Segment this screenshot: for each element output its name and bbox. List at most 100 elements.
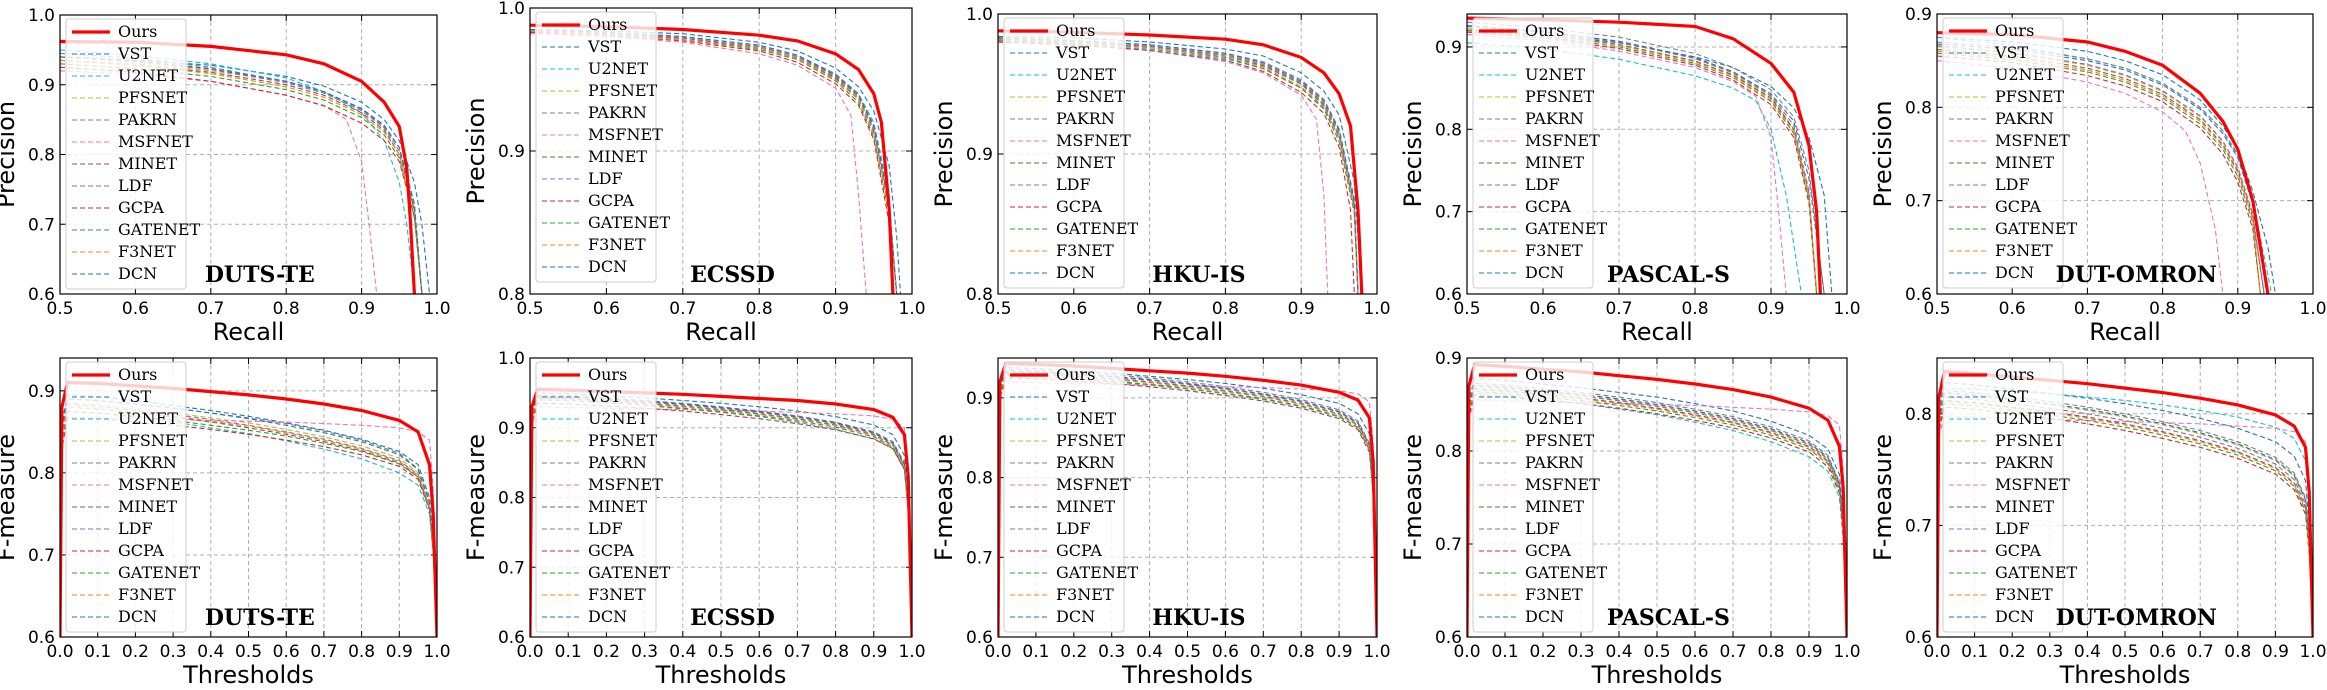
x-tick-label: 0.7 — [669, 299, 696, 319]
x-tick-label: 0.9 — [1288, 299, 1315, 319]
legend-label: GCPA — [1056, 197, 1102, 216]
y-tick-label: 0.8 — [1435, 120, 1462, 140]
chart-panel: 0.5 0.6 0.7 0.8 0.9 1.0 0.8 0.9 1.0 Ours VST U2NET P… — [462, 0, 926, 346]
dataset-label: DUT-OMRON — [2056, 605, 2217, 631]
legend-label: U2NET — [588, 59, 648, 78]
x-tick-label: 0.6 — [1212, 642, 1239, 662]
x-tick-label: 0.8 — [822, 642, 849, 662]
legend-label: PFSNET — [118, 431, 188, 450]
legend-label: VST — [117, 44, 152, 63]
x-tick-label: 1.0 — [423, 642, 450, 662]
legend-label: MINET — [1995, 153, 2054, 172]
x-tick-label: 0.3 — [160, 642, 187, 662]
x-tick-label: 0.4 — [1605, 642, 1632, 662]
y-tick-label: 0.7 — [1435, 203, 1462, 223]
legend-label: Ours — [118, 365, 157, 384]
legend-label: Ours — [588, 15, 627, 34]
x-tick-label: 0.5 — [2111, 642, 2138, 662]
y-tick-label: 0.9 — [966, 389, 993, 409]
legend-box — [65, 361, 187, 633]
legend-label: DCN — [1995, 263, 2034, 282]
x-axis-label: Recall — [1152, 318, 1224, 346]
x-tick-label: 0.6 — [273, 642, 300, 662]
x-axis-label: Recall — [685, 318, 757, 346]
legend-label: VST — [1524, 43, 1559, 62]
y-axis-label: Precision — [1869, 100, 1897, 207]
legend-label: PAKRN — [1056, 109, 1115, 128]
x-tick-label: 0.1 — [84, 642, 111, 662]
legend-label: MINET — [1056, 497, 1115, 516]
legend-label: PAKRN — [588, 103, 647, 122]
x-tick-label: 0.6 — [122, 299, 149, 319]
y-axis-label: F-measure — [462, 434, 490, 561]
x-tick-label: 0.5 — [984, 299, 1011, 319]
x-tick-label: 0.9 — [386, 642, 413, 662]
axes-frame — [997, 357, 1378, 638]
x-tick-label: 1.0 — [898, 299, 925, 319]
legend-label: MSFNET — [1525, 475, 1600, 494]
legend-label: PFSNET — [1056, 87, 1126, 106]
x-tick-label: 0.8 — [1212, 299, 1239, 319]
x-tick-label: 0.7 — [1250, 642, 1277, 662]
x-tick-label: 0.7 — [2074, 299, 2101, 319]
x-tick-label: 0.8 — [746, 299, 773, 319]
legend-box — [535, 11, 657, 283]
legend-label: PFSNET — [1056, 431, 1126, 450]
legend-box — [65, 18, 187, 290]
legend-label: F3NET — [1056, 241, 1114, 260]
legend-label: LDF — [118, 519, 153, 538]
legend-label: PAKRN — [118, 110, 177, 129]
x-tick-label: 0.6 — [1060, 299, 1087, 319]
legend-label: MINET — [1056, 153, 1115, 172]
x-tick-label: 0.2 — [1060, 642, 1087, 662]
x-tick-label: 0.4 — [669, 642, 696, 662]
y-axis-label: F-measure — [1399, 434, 1427, 561]
legend-label: LDF — [1995, 175, 2030, 194]
x-tick-label: 0.4 — [197, 642, 224, 662]
legend-label: GATENET — [588, 563, 670, 582]
legend-label: LDF — [1056, 519, 1091, 538]
legend-label: F3NET — [118, 242, 176, 261]
axes-frame — [59, 357, 438, 638]
x-tick-label: 0.3 — [631, 642, 658, 662]
legend-label: LDF — [1995, 519, 2030, 538]
legend-label: PAKRN — [588, 453, 647, 472]
axes-frame — [59, 14, 438, 295]
legend-label: GCPA — [588, 541, 634, 560]
legend-label: Ours — [1525, 21, 1564, 40]
legend-label: PFSNET — [1525, 431, 1595, 450]
series-line-gatenet — [530, 399, 912, 637]
x-tick-label: 0.7 — [310, 642, 337, 662]
y-tick-label: 0.8 — [966, 285, 993, 305]
legend-label: U2NET — [588, 409, 648, 428]
legend-label: VST — [1994, 43, 2029, 62]
legend-label: Ours — [1995, 21, 2034, 40]
axes-frame — [1936, 13, 2314, 295]
legend-label: MSFNET — [118, 475, 193, 494]
x-tick-label: 0.9 — [2262, 642, 2289, 662]
series-line-gatenet — [1467, 29, 1818, 294]
x-tick-label: 0.8 — [2224, 642, 2251, 662]
legend-label: GCPA — [1995, 197, 2041, 216]
chart-panel: 0.0 0.1 0.2 0.3 0.4 0.5 0.6 0.7 0.8 0.9 1.0 0.6 0.7 0… — [462, 349, 926, 689]
y-tick-label: 0.8 — [28, 146, 55, 166]
x-tick-label: 0.1 — [555, 642, 582, 662]
legend-label: PFSNET — [588, 81, 658, 100]
legend-label: LDF — [588, 169, 623, 188]
x-tick-label: 0.0 — [1923, 642, 1950, 662]
x-tick-label: 0.3 — [2036, 642, 2063, 662]
legend-label: PFSNET — [1525, 87, 1595, 106]
axes-frame — [1466, 357, 1848, 638]
legend-label: F3NET — [588, 585, 646, 604]
legend-label: VST — [1994, 387, 2029, 406]
y-tick-label: 0.7 — [1905, 192, 1932, 212]
series-line-ours — [530, 23, 895, 294]
y-tick-label: 0.7 — [1905, 516, 1932, 536]
y-tick-label: 1.0 — [498, 0, 525, 19]
x-tick-label: 0.9 — [1795, 642, 1822, 662]
x-axis-label: Thresholds — [1121, 661, 1253, 689]
x-tick-label: 0.9 — [1326, 642, 1353, 662]
legend-label: Ours — [1525, 365, 1564, 384]
legend-label: Ours — [1995, 365, 2034, 384]
